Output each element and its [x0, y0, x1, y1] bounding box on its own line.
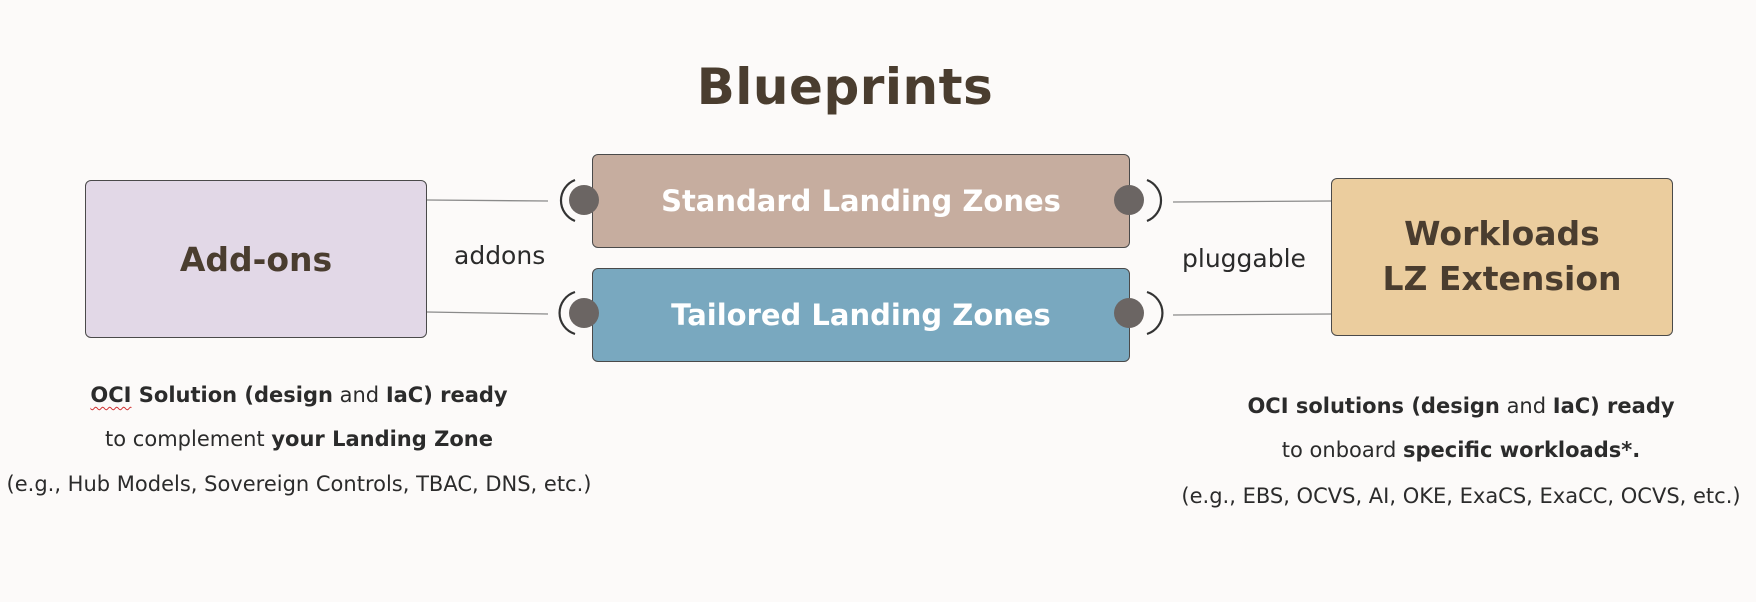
addons-box-label: Add-ons: [179, 239, 333, 279]
socket-arc-left-standard: [559, 178, 576, 223]
addons-desc-solution: Solution (design: [131, 383, 333, 407]
workloads-description: OCI solutions (design and IaC) ready to …: [1161, 0, 1756, 602]
connector-line-addons-standard: [426, 199, 549, 202]
tailored-landing-zones-box: Tailored Landing Zones: [592, 268, 1130, 362]
workloads-box-line1: Workloads: [1404, 214, 1600, 254]
workloads-desc-examples: (e.g., EBS, OCVS, AI, OKE, ExaCS, ExaCC,…: [1181, 484, 1741, 508]
connector-line-tailored-workloads: [1172, 313, 1332, 316]
workloads-desc-oci-solutions: OCI solutions (design: [1247, 394, 1500, 418]
standard-landing-zones-label: Standard Landing Zones: [661, 184, 1061, 218]
workloads-box-line2: LZ Extension: [1382, 259, 1622, 298]
connector-label-pluggable: pluggable: [1182, 244, 1306, 273]
workloads-desc-iac-ready: IaC) ready: [1552, 394, 1675, 418]
addons-description: OCI Solution (design and IaC) ready to c…: [0, 0, 598, 602]
addons-desc-and: and: [332, 383, 386, 407]
addons-desc-your-landing-zone: your Landing Zone: [271, 427, 493, 451]
plug-dot-right-tailored: [1114, 298, 1144, 328]
socket-arc-left-tailored: [558, 290, 576, 336]
tailored-landing-zones-label: Tailored Landing Zones: [671, 298, 1051, 332]
workloads-desc-and: and: [1499, 394, 1553, 418]
plug-dot-left-tailored: [569, 298, 599, 328]
addons-desc-complement: to complement: [105, 427, 272, 451]
plug-dot-left-standard: [569, 185, 599, 215]
workloads-box: Workloads LZ Extension: [1331, 178, 1673, 336]
connector-line-addons-tailored: [426, 311, 549, 315]
standard-landing-zones-box: Standard Landing Zones: [592, 154, 1130, 248]
connector-label-addons: addons: [454, 241, 546, 270]
addons-box: Add-ons: [85, 180, 427, 338]
workloads-desc-onboard: to onboard: [1281, 438, 1404, 462]
addons-desc-iac-ready: IaC) ready: [385, 383, 508, 407]
connector-line-standard-workloads: [1172, 200, 1332, 203]
socket-arc-right-standard: [1146, 178, 1163, 223]
socket-arc-right-tailored: [1146, 290, 1164, 336]
addons-desc-examples: (e.g., Hub Models, Sovereign Controls, T…: [6, 472, 592, 496]
workloads-desc-specific-workloads: specific workloads*.: [1403, 438, 1641, 462]
plug-dot-right-standard: [1114, 185, 1144, 215]
addons-desc-oci: OCI: [90, 383, 132, 407]
diagram-title: Blueprints: [696, 58, 994, 116]
